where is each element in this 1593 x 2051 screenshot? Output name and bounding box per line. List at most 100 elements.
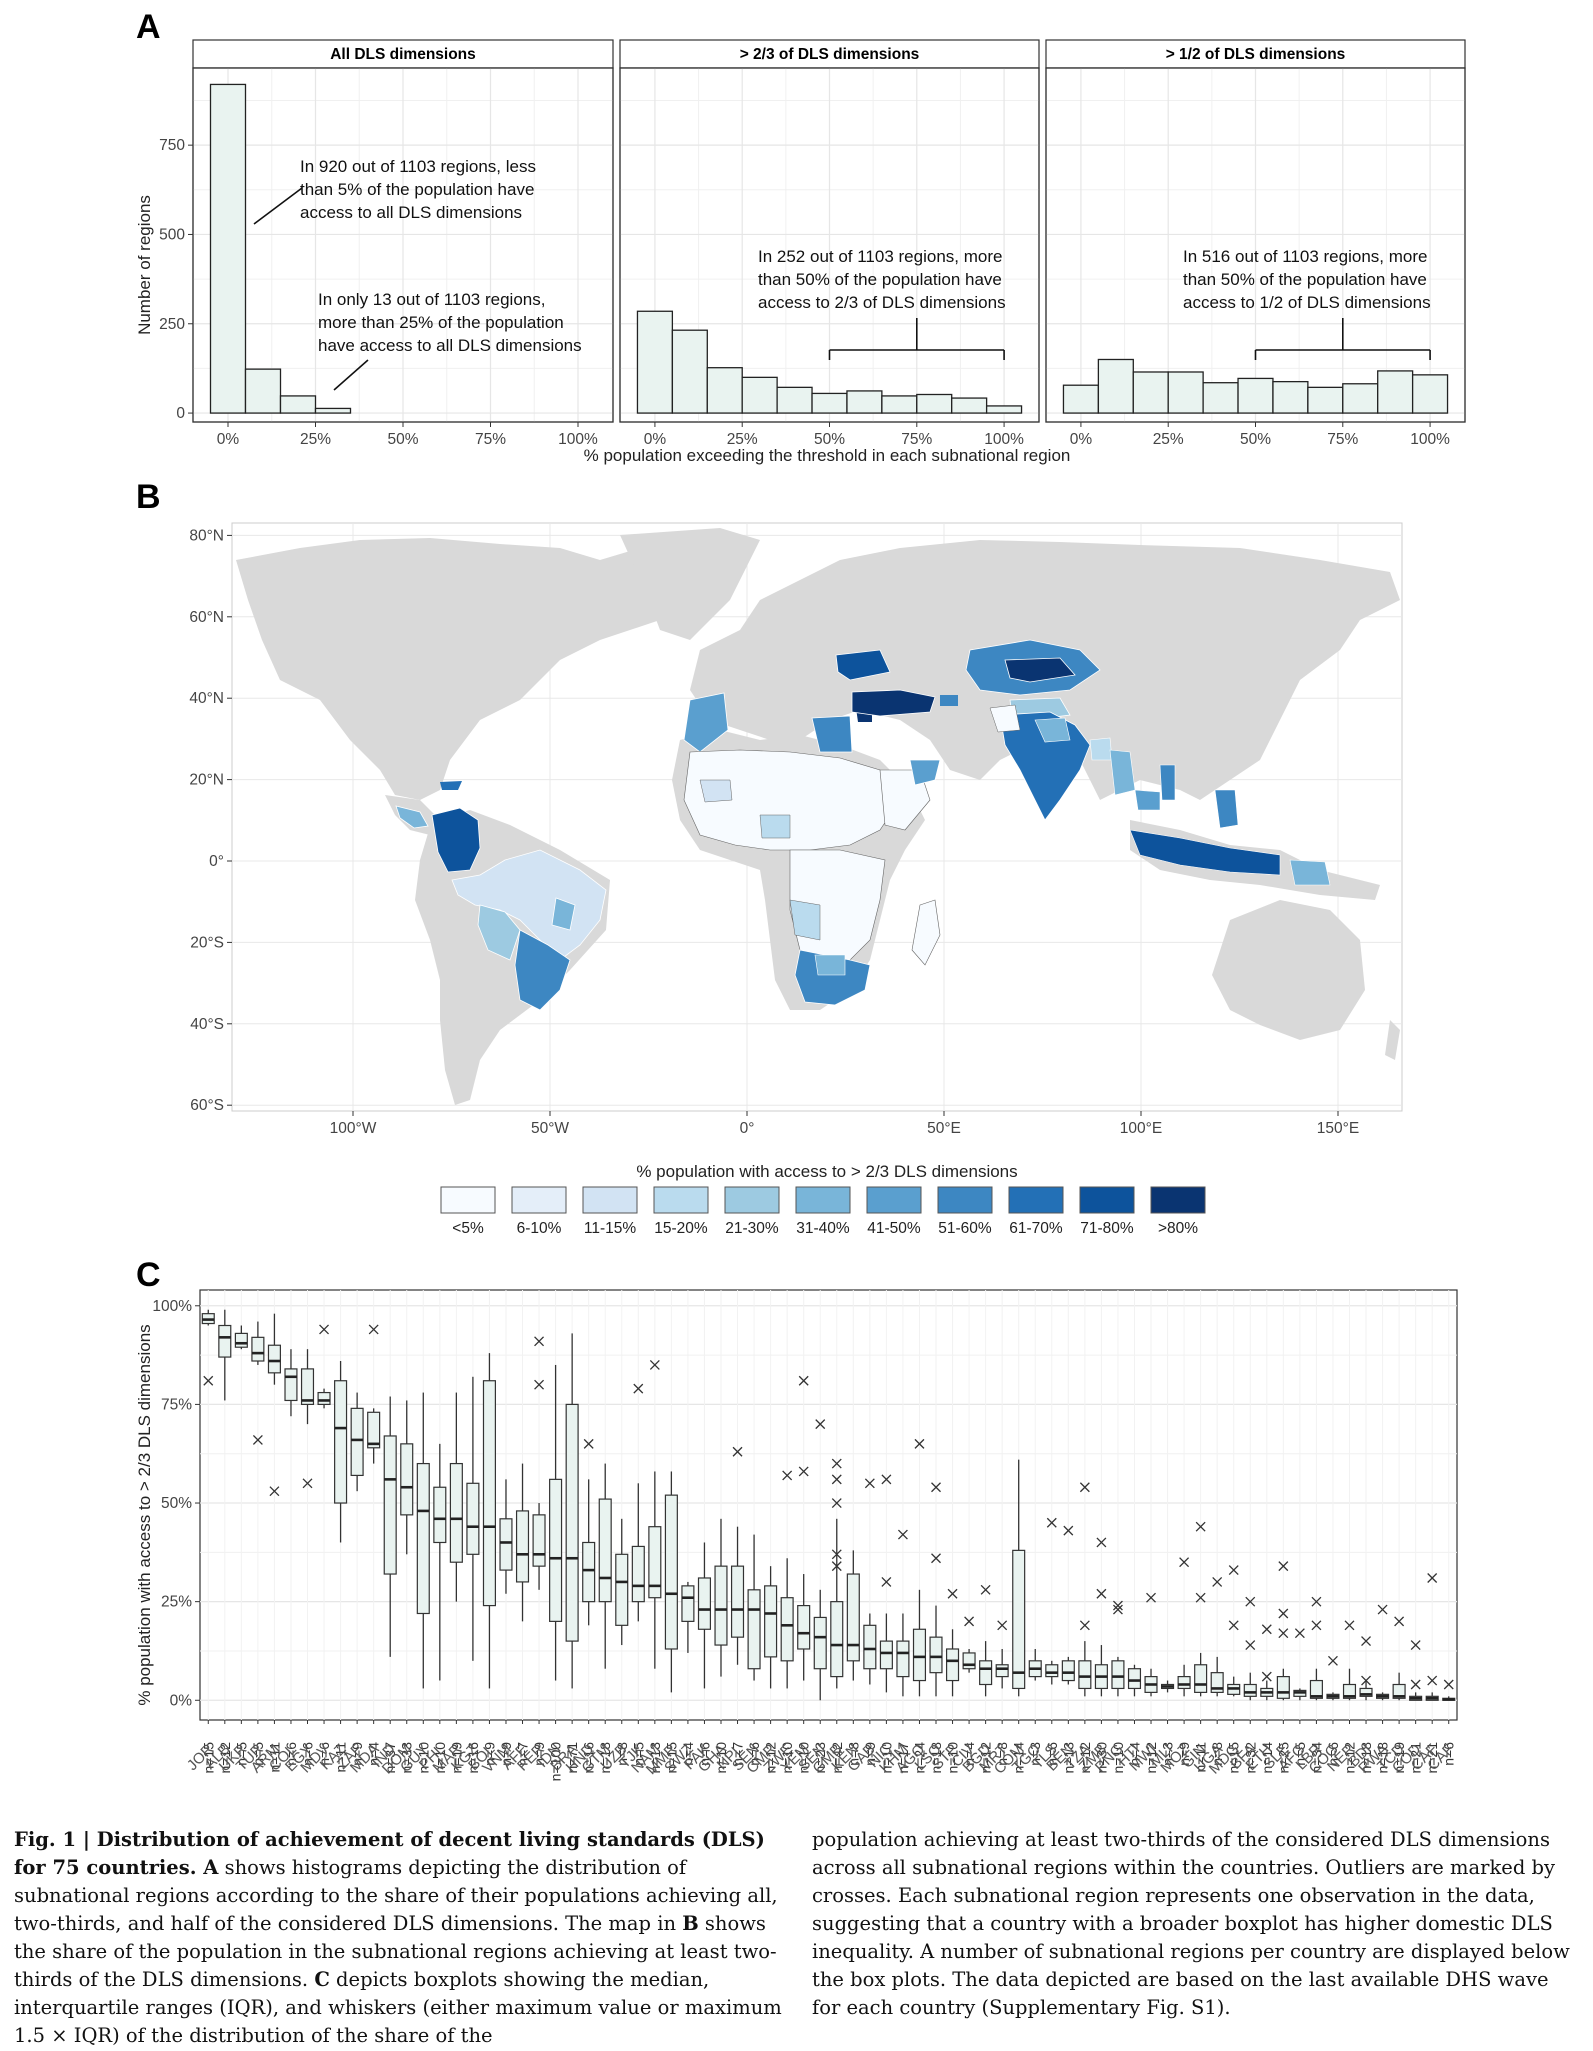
outlier-cross [1394,1616,1405,1627]
histogram-bar [881,395,918,414]
box-iqr [1342,1683,1357,1699]
legend-label: 15-20% [654,1220,708,1237]
legend-label: 31-40% [796,1220,850,1237]
box-iqr [1243,1683,1257,1697]
boxplot-y-axis-label: % population with access to > 2/3 DLS di… [135,1324,154,1705]
legend-label: 51-60% [938,1220,992,1237]
histogram-x-axis-label: % population exceeding the threshold in … [584,446,1071,465]
panel-letter-a: A [136,8,161,46]
outlier-cross [831,1458,842,1469]
caption-lead: Fig. 1 | Distribution of achievement of … [14,1828,765,1879]
outlier-cross [732,1446,743,1457]
map-lat-label: 80°N [189,527,224,544]
box-count-label: n=6 [1325,1742,1341,1766]
region-armenia [940,695,958,706]
box-count-label: n=12 [763,1742,779,1774]
box-iqr [631,1545,645,1603]
region-afghanistan [989,704,1021,733]
box-iqr [681,1585,695,1622]
landmass-australia [1212,900,1365,1040]
histogram-bar [1202,382,1239,414]
region-egypt [811,715,853,753]
outlier-cross [1228,1565,1239,1576]
map-lat-label: 60°N [189,609,224,626]
map-lat-label: 60°S [190,1097,224,1114]
annotation-text: In 920 out of 1103 regions, less [300,157,536,176]
outlier-cross [1278,1628,1289,1639]
region-brazil-central [551,897,576,931]
outlier-cross [947,1588,958,1599]
box-iqr [350,1407,364,1477]
histogram-bar [671,329,708,414]
landmass-new-zealand [1385,1020,1400,1060]
map-lat-label: 0° [209,853,224,870]
box-iqr [1194,1664,1208,1693]
region-vietnam [1159,764,1176,801]
box-iqr [714,1565,728,1646]
outlier-cross [1096,1588,1107,1599]
legend-swatch [795,1186,851,1214]
region-ukraine [835,649,891,681]
outlier-cross [1361,1675,1371,1686]
box-iqr [499,1518,513,1571]
map-lon-label: 0° [740,1120,755,1137]
outlier-cross [914,1438,925,1449]
box-count-label: n=14 [1259,1742,1275,1774]
histogram-bar [244,368,282,414]
box-count-label: n=18 [597,1742,613,1774]
histogram-bar [1097,358,1134,414]
x-tick-label: 75% [1327,431,1358,448]
map-lat-label: 40°N [189,690,224,707]
box-iqr [416,1462,430,1615]
annotation-text: In 516 out of 1103 regions, more [1183,247,1427,266]
caption-ref-a: A [196,1856,219,1879]
histogram-panel: All DLS dimensions 0% 25% 50% 75% 100% 0 250 500… [159,39,1466,448]
histogram-bar [916,393,953,414]
box-count-label: n=10 [1110,1742,1126,1774]
box-iqr [846,1573,860,1662]
legend-label: 6-10% [517,1220,562,1237]
outlier-cross [1179,1557,1190,1568]
legend-swatch [1008,1186,1064,1214]
region-west-central-africa [683,749,901,851]
box-iqr [945,1648,960,1682]
box-iqr [764,1585,778,1658]
box-iqr [730,1565,745,1638]
y-tick-label: 250 [159,316,185,333]
outlier-cross [1377,1604,1388,1615]
outlier-cross [269,1486,280,1497]
box-count-label: n=13 [647,1742,663,1774]
region-turkey [851,689,936,717]
box-count-label: n=12 [1077,1742,1093,1774]
region-colombia [431,807,481,873]
box-iqr [1177,1676,1191,1690]
y-tick-label: 0 [176,405,185,422]
legend-swatch [937,1186,993,1214]
histogram-bar [314,407,352,414]
region-ghana [759,814,791,839]
landmass-north-america [236,538,700,800]
landmass-greenland [620,528,760,640]
box-count-label: n=11 [1193,1742,1209,1773]
box-count-label: n=3 [1160,1742,1176,1766]
figure-caption-right: population achieving at least two-thirds… [812,1826,1582,2022]
map-lon-label: 50°E [927,1120,961,1137]
region-senegal [699,779,733,803]
outlier-cross [931,1553,941,1564]
box-count-label: n=4 [680,1742,696,1766]
legend-label: 11-15% [584,1220,636,1237]
x-tick-label: 100% [1410,431,1450,448]
legend-swatch [440,1186,496,1214]
box-count-label: n=19 [1391,1742,1407,1774]
box-iqr [912,1628,927,1682]
box-count-label: n=9 [1176,1742,1192,1766]
box-count-label: n=8 [845,1742,861,1766]
box-count-label: n=15 [200,1742,216,1774]
annotation-leader [333,359,369,391]
x-tick-label: 0% [644,431,667,448]
box-count-label: n=10 [796,1742,812,1774]
box-count-label: n=5 [233,1742,249,1766]
box-count-label: n=42 [829,1742,845,1774]
histogram-y-axis-label: Number of regions [135,195,154,335]
